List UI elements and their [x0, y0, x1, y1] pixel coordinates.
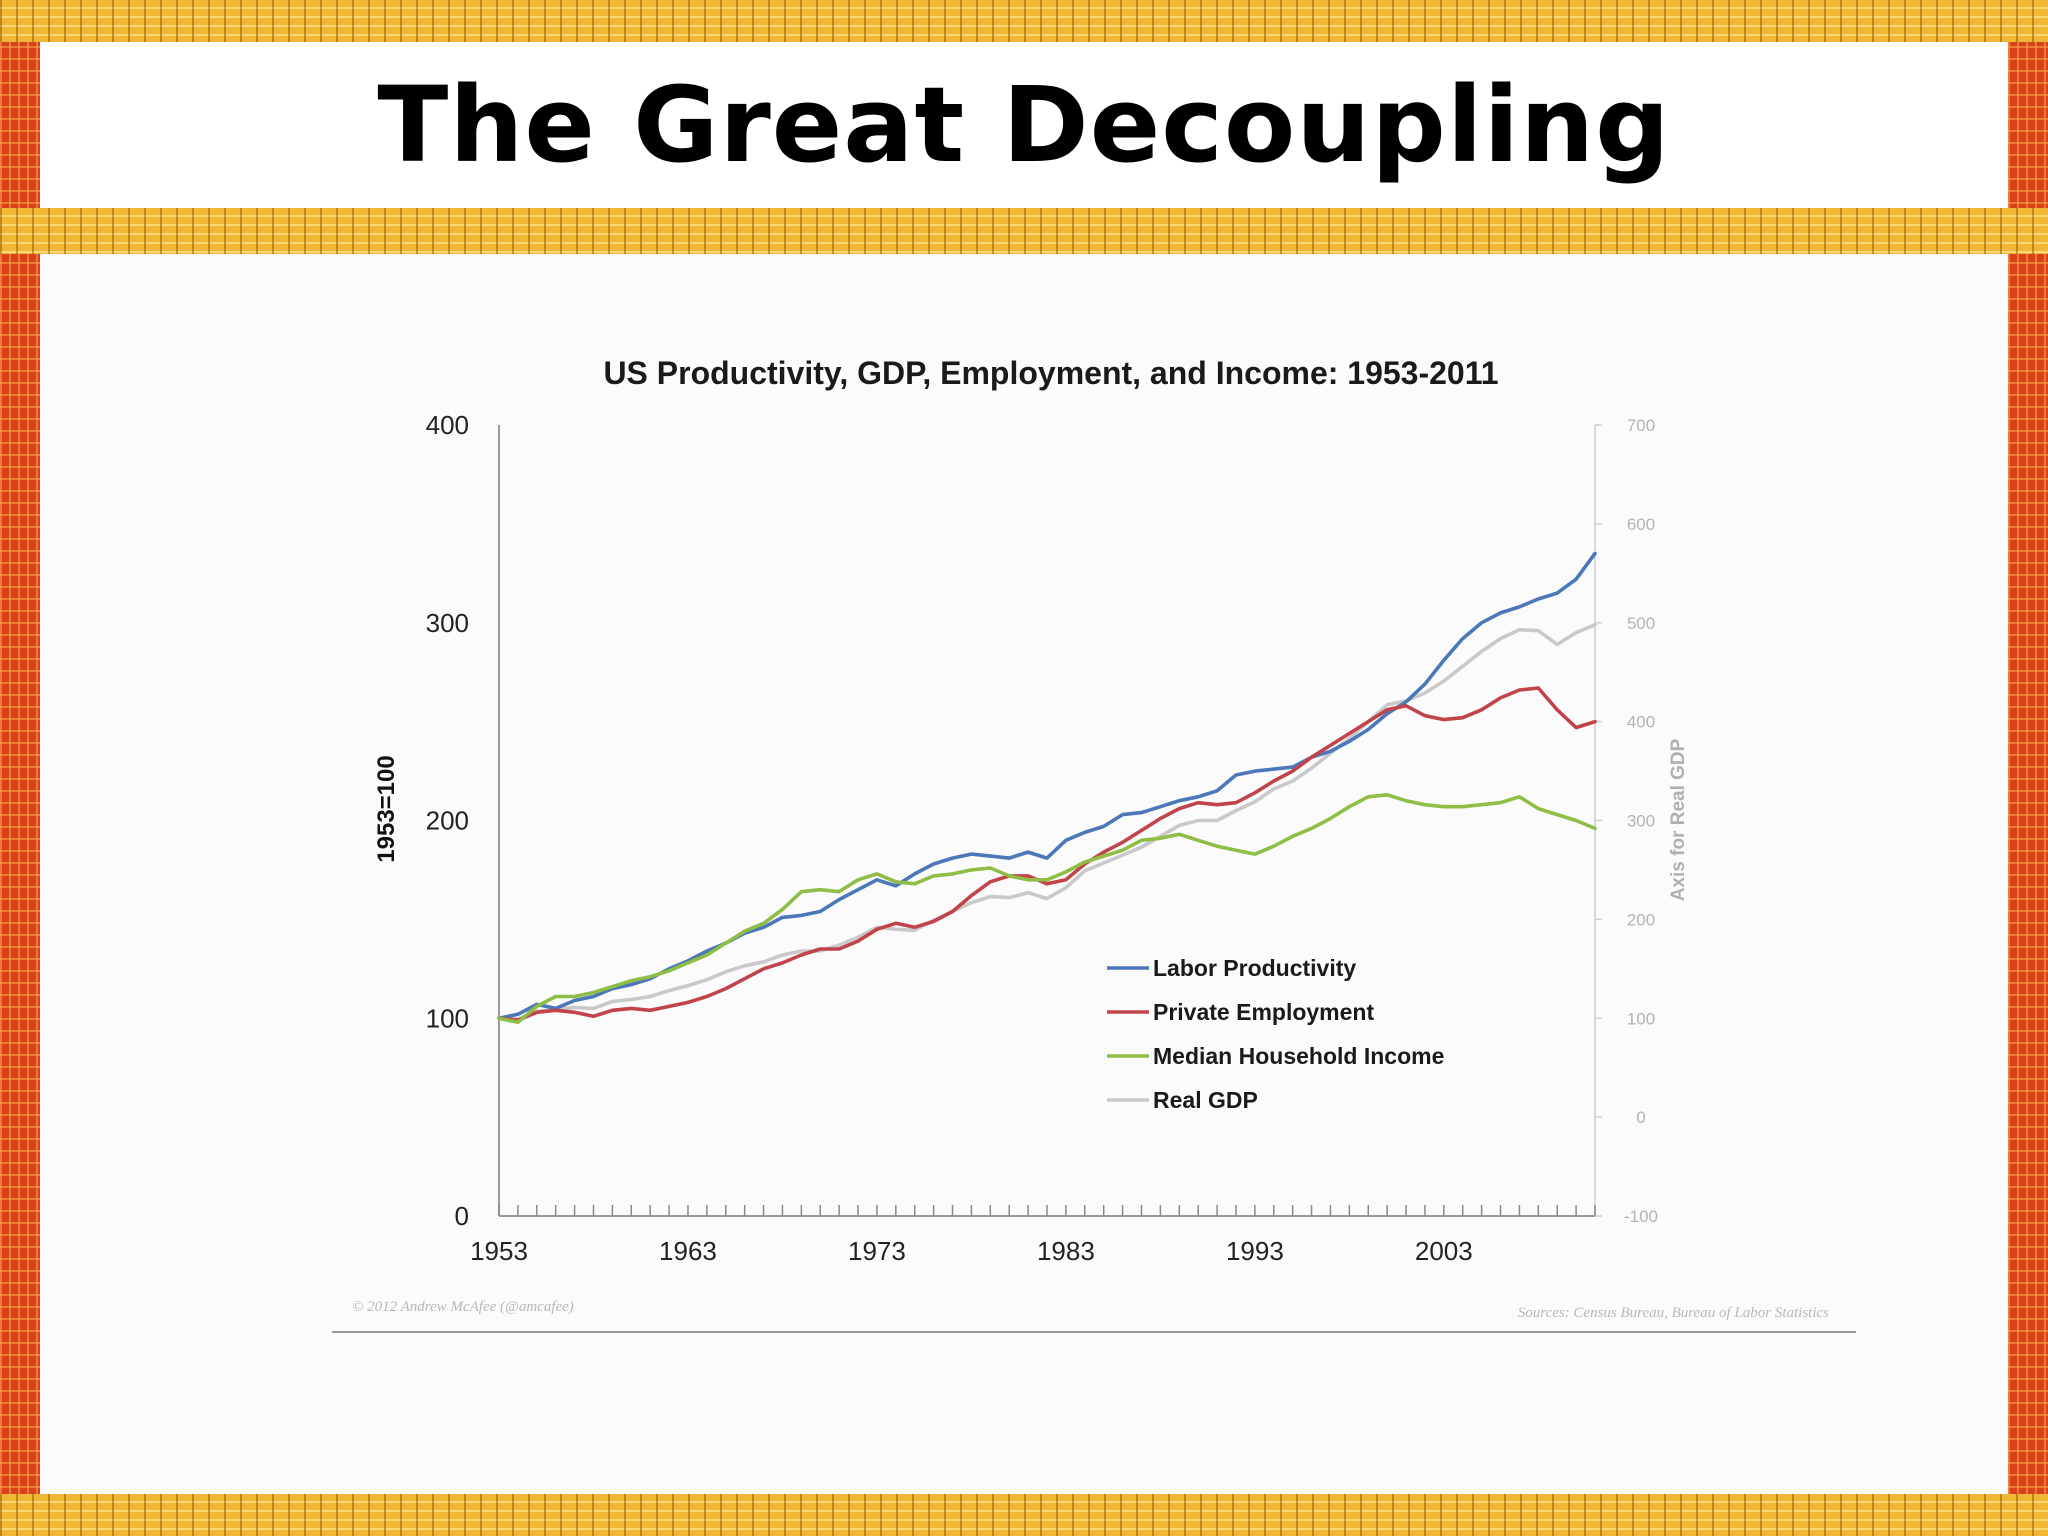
- y-tick-label: 0: [455, 1201, 469, 1231]
- x-tick-label: 1993: [1226, 1236, 1284, 1266]
- chart-title: US Productivity, GDP, Employment, and In…: [603, 355, 1498, 391]
- top-gold-band: [0, 0, 2048, 42]
- x-tick-label: 1963: [659, 1236, 717, 1266]
- bottom-gold-band: [0, 1494, 2048, 1536]
- x-tick-label: 1973: [848, 1236, 906, 1266]
- y-tick-label: 200: [426, 806, 469, 836]
- series-line-real-gdp: [497, 622, 1597, 1022]
- y2-tick-label: 100: [1627, 1009, 1655, 1028]
- y2-tick-label: 300: [1627, 812, 1655, 831]
- legend-label-labor-productivity: Labor Productivity: [1153, 955, 1356, 981]
- middle-gold-band: [0, 208, 2048, 254]
- y2-tick-label: 600: [1627, 515, 1655, 534]
- legend-label-private-employment: Private Employment: [1153, 999, 1374, 1025]
- y2-tick-label: 0: [1636, 1108, 1645, 1127]
- y2-tick-label: -100: [1624, 1207, 1658, 1226]
- y2-tick-label: 400: [1627, 713, 1655, 732]
- y-tick-label: 300: [426, 608, 469, 638]
- sources-note: Sources: Census Bureau, Bureau of Labor …: [1518, 1305, 1829, 1321]
- chart-panel: US Productivity, GDP, Employment, and In…: [40, 254, 2008, 1494]
- legend-label-real-gdp: Real GDP: [1153, 1087, 1258, 1113]
- y2-tick-label: 200: [1627, 910, 1655, 929]
- series-line-labor-productivity: [497, 551, 1597, 1021]
- y2-axis-label: Axis for Real GDP: [1668, 738, 1689, 901]
- legend-label-median-household-income: Median Household Income: [1153, 1043, 1444, 1069]
- right-brick-border: [2008, 0, 2048, 1536]
- y2-tick-label: 700: [1627, 416, 1655, 435]
- series-line-median-household-income: [497, 792, 1597, 1025]
- copyright-note: © 2012 Andrew McAfee (@amcafee): [352, 1299, 574, 1315]
- x-tick-label: 1983: [1037, 1236, 1095, 1266]
- left-brick-border: [0, 0, 40, 1536]
- x-tick-label: 1953: [470, 1236, 528, 1266]
- chart: US Productivity, GDP, Employment, and In…: [332, 355, 1856, 1333]
- y-tick-label: 400: [426, 410, 469, 440]
- slide-title: The Great Decoupling: [377, 64, 1671, 186]
- series-line-private-employment: [497, 686, 1597, 1023]
- y-tick-label: 100: [426, 1003, 469, 1033]
- x-tick-label: 2003: [1415, 1236, 1473, 1266]
- y2-tick-label: 500: [1627, 614, 1655, 633]
- y-axis-label: 1953=100: [373, 755, 400, 862]
